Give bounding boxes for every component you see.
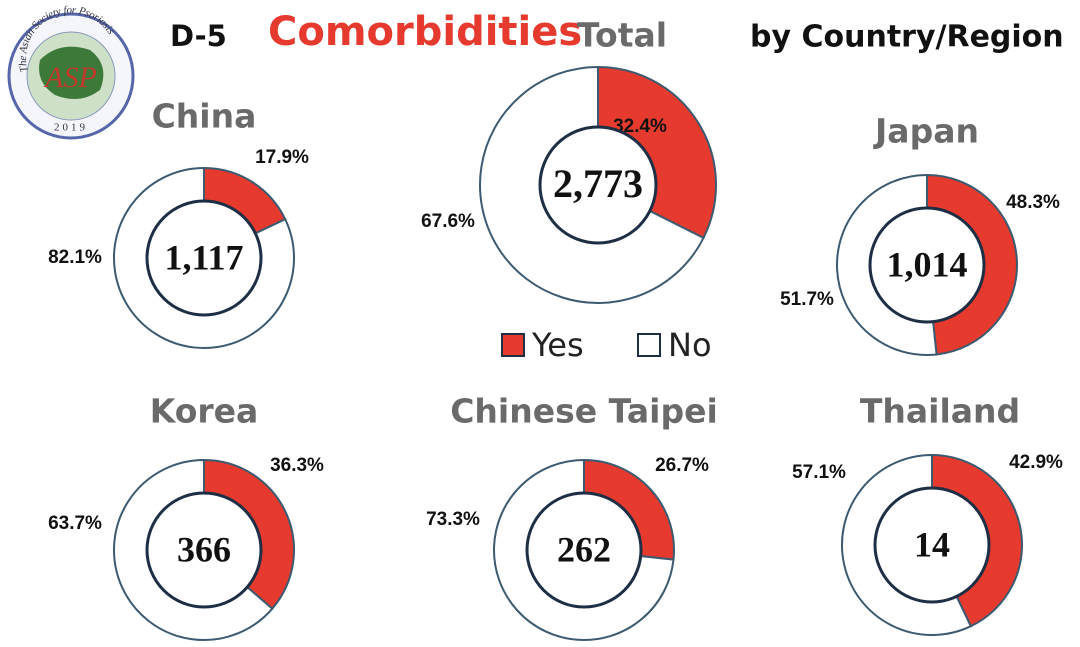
value-label: 17.9%	[255, 147, 309, 168]
chart-title: China	[152, 97, 257, 136]
donut-hole	[145, 199, 263, 317]
logo-year: 2019	[54, 122, 88, 134]
legend-swatch	[501, 333, 525, 357]
legend-swatch	[637, 333, 661, 357]
center-label: 1,014	[887, 244, 968, 284]
value-label: 42.9%	[1009, 452, 1063, 473]
center-label: 366	[177, 529, 231, 569]
donut-hole	[868, 206, 986, 324]
value-label: 36.3%	[270, 455, 324, 476]
value-label: 26.7%	[655, 455, 709, 476]
chart-title: Total	[577, 16, 667, 55]
chart-title: Thailand	[860, 392, 1020, 431]
legend-label: No	[668, 326, 712, 364]
value-label: 57.1%	[792, 462, 846, 483]
value-label: 67.6%	[421, 211, 475, 232]
donut-hole	[873, 486, 991, 604]
chart-title: Japan	[873, 112, 979, 151]
donut-hole	[538, 125, 658, 245]
value-label: 48.3%	[1006, 192, 1060, 213]
logo: The Asian Society for Psoriasis ASP 2019	[7, 4, 135, 140]
value-label: 73.3%	[426, 509, 480, 530]
header-code: D-5	[170, 19, 227, 53]
legend-label: Yes	[531, 326, 584, 364]
center-label: 1,117	[164, 237, 243, 277]
logo-abbr: ASP	[43, 61, 97, 94]
donut-hole	[145, 491, 263, 609]
value-label: 82.1%	[48, 247, 102, 268]
center-label: 262	[557, 529, 611, 569]
header-scope: by Country/Region	[750, 20, 1064, 55]
value-label: 51.7%	[780, 289, 834, 310]
header-topic: Comorbidities	[268, 9, 582, 55]
center-label: 14	[914, 524, 950, 564]
center-label: 2,773	[553, 161, 643, 206]
value-label: 63.7%	[48, 513, 102, 534]
chart-title: Chinese Taipei	[450, 392, 718, 431]
donut-hole	[525, 491, 643, 609]
value-label: 32.4%	[613, 116, 667, 137]
logo-land	[39, 46, 104, 99]
chart-title: Korea	[150, 392, 259, 431]
